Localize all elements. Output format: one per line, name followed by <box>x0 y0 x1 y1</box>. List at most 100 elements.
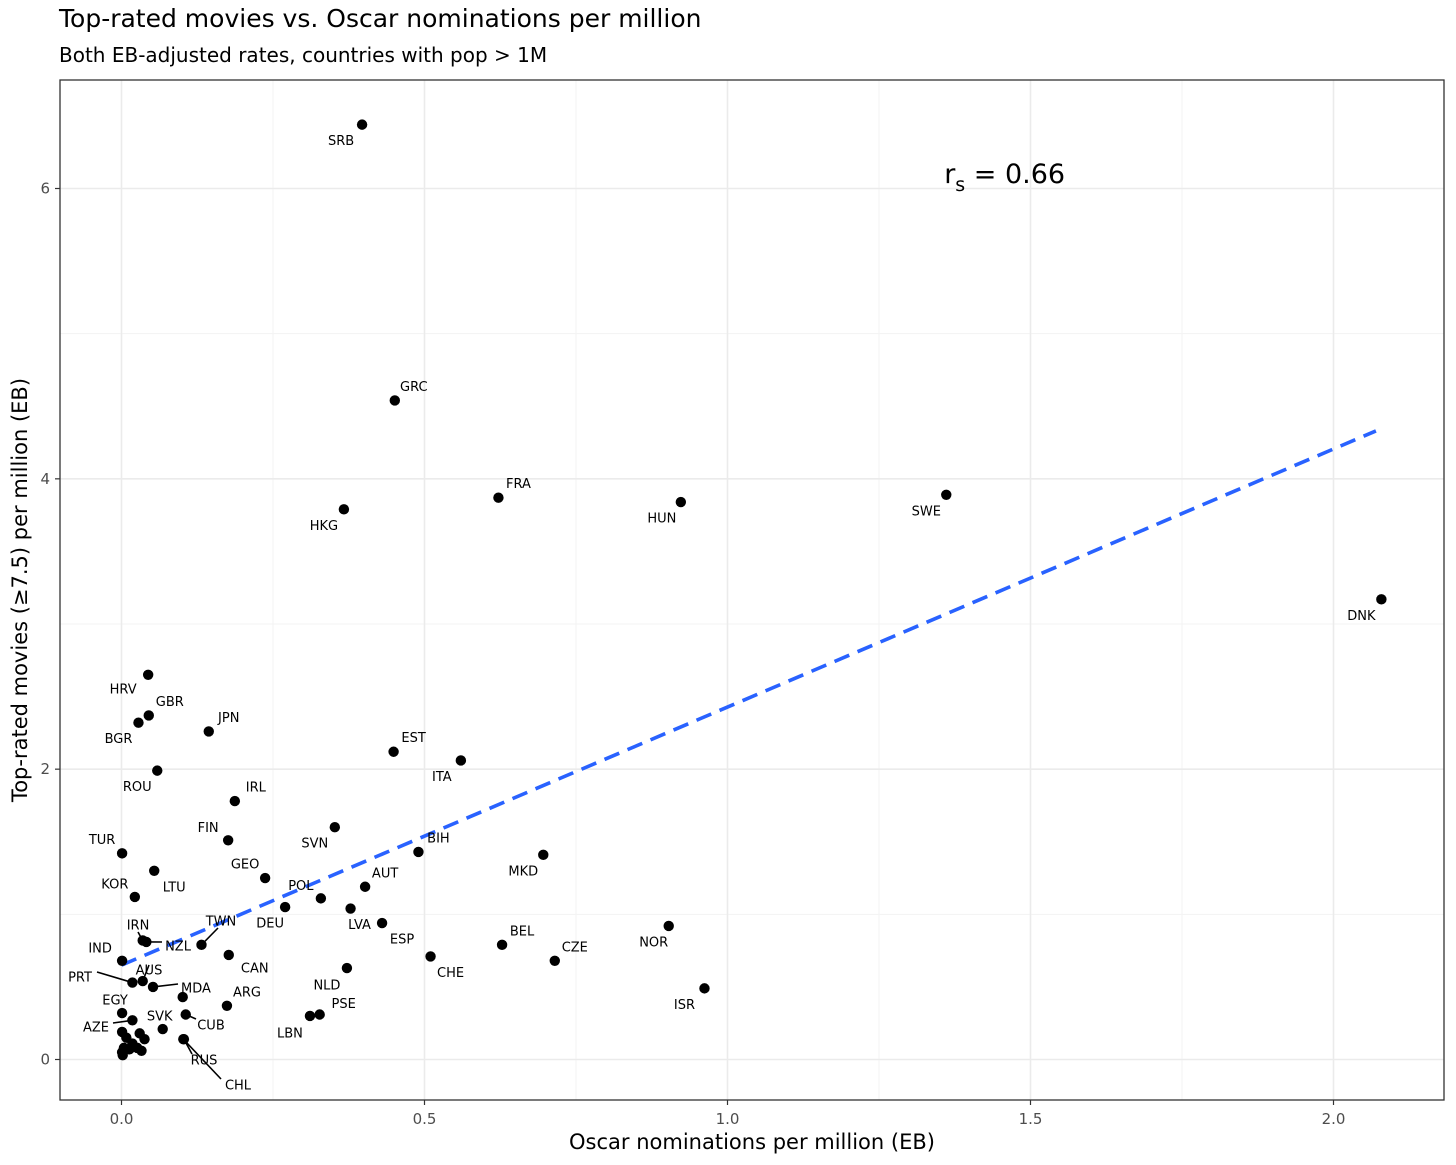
annotation-subscript: s <box>955 174 965 196</box>
point-kor <box>129 891 141 903</box>
grid-lines <box>60 80 1444 1100</box>
label-bgr: BGR <box>105 732 133 747</box>
point-lva <box>345 903 356 914</box>
point-arg <box>221 1000 233 1011</box>
chart-subtitle: Both EB-adjusted rates, countries with p… <box>59 43 548 67</box>
point-aze <box>127 1015 138 1026</box>
point-esp <box>376 917 388 929</box>
y-tick-label: 2 <box>40 760 50 778</box>
point-fra <box>493 492 504 503</box>
label-bel: BEL <box>510 924 535 939</box>
x-tick-label: 0.5 <box>413 1110 437 1128</box>
point-twn <box>196 939 207 951</box>
label-svn: SVN <box>301 837 328 852</box>
point-geo <box>259 872 271 884</box>
x-tick-label: 2.0 <box>1322 1110 1346 1128</box>
label-chl: CHL <box>225 1079 252 1094</box>
x-tick-label: 1.0 <box>716 1110 740 1128</box>
label-prt: PRT <box>68 971 92 986</box>
label-aus: AUS <box>136 964 163 979</box>
label-isr: ISR <box>674 998 695 1013</box>
label-deu: DEU <box>256 917 284 932</box>
point-tur <box>116 848 128 859</box>
label-grc: GRC <box>400 380 428 395</box>
x-tick-label: 1.5 <box>1019 1110 1043 1128</box>
point-swe <box>941 489 952 501</box>
annotation-value: = 0.66 <box>965 159 1065 190</box>
point-aus <box>137 975 148 987</box>
point-hun <box>675 496 687 508</box>
trend-line <box>120 429 1377 967</box>
label-esp: ESP <box>390 933 414 948</box>
point-cub <box>180 1009 191 1020</box>
label-nzl: NZL <box>165 940 192 955</box>
label-ita: ITA <box>432 770 452 785</box>
point-dnk <box>1376 594 1387 605</box>
label-cub: CUB <box>197 1019 225 1034</box>
label-dnk: DNK <box>1347 609 1376 624</box>
point-jpn <box>203 726 214 737</box>
point-unlabeled <box>139 1033 150 1045</box>
label-can: CAN <box>241 961 269 976</box>
x-tick-label: 0.0 <box>110 1110 134 1128</box>
point-grc <box>389 395 401 406</box>
label-jpn: JPN <box>217 711 239 726</box>
point-bih <box>413 846 424 858</box>
point-deu <box>279 901 291 913</box>
label-pse: PSE <box>332 997 356 1012</box>
point-bel <box>496 939 508 951</box>
point-nor <box>663 920 674 932</box>
point-fin <box>222 835 234 846</box>
label-rus: RUS <box>191 1054 218 1069</box>
point-isr <box>699 983 710 994</box>
leader-prt <box>96 971 133 984</box>
trend-line-layer <box>120 429 1377 967</box>
label-pol: POL <box>288 879 314 894</box>
point-unlabeled <box>136 1045 147 1056</box>
point-bgr <box>133 717 144 728</box>
point-irl <box>229 795 241 807</box>
point-rou <box>152 765 163 776</box>
point-cze <box>549 955 560 966</box>
label-swe: SWE <box>912 504 941 519</box>
spearman-annotation: rs = 0.66 <box>944 159 1065 196</box>
point-can <box>223 949 234 961</box>
label-tur: TUR <box>88 833 116 848</box>
label-hkg: HKG <box>310 519 338 534</box>
label-lbn: LBN <box>277 1026 303 1041</box>
label-arg: ARG <box>233 985 261 1000</box>
point-ind <box>116 955 128 966</box>
leader-chl <box>182 1038 222 1080</box>
label-fra: FRA <box>506 477 531 492</box>
label-mkd: MKD <box>508 864 538 879</box>
label-lva: LVA <box>348 918 371 933</box>
label-aut: AUT <box>372 866 398 881</box>
data-points <box>116 119 1387 1061</box>
point-nld <box>341 962 353 974</box>
label-egy: EGY <box>102 994 128 1009</box>
point-ita <box>455 755 467 766</box>
point-nzl <box>141 936 152 948</box>
point-aut <box>359 881 371 892</box>
y-tick-label: 6 <box>40 180 50 198</box>
point-mkd <box>538 849 549 861</box>
y-tick-label: 4 <box>40 470 50 488</box>
label-mda: MDA <box>181 982 211 997</box>
chart-title: Top-rated movies vs. Oscar nominations p… <box>59 4 702 33</box>
label-ltu: LTU <box>163 880 186 895</box>
point-svn <box>329 822 341 833</box>
point-pse <box>314 1009 325 1020</box>
label-aze: AZE <box>83 1021 109 1036</box>
axes: 0.0 0.5 1.0 1.5 2.0 0 2 4 6 <box>40 180 1345 1129</box>
point-hkg <box>338 504 350 515</box>
annotation-main: r <box>944 159 956 190</box>
plot-panel-border <box>59 79 1445 1101</box>
label-che: CHE <box>437 966 464 981</box>
point-chl <box>178 1033 189 1045</box>
label-gbr: GBR <box>156 695 184 710</box>
point-che <box>425 951 436 962</box>
label-geo: GEO <box>231 858 260 873</box>
label-irn: IRN <box>127 919 150 934</box>
label-fin: FIN <box>198 821 219 836</box>
point-ltu <box>149 865 160 876</box>
